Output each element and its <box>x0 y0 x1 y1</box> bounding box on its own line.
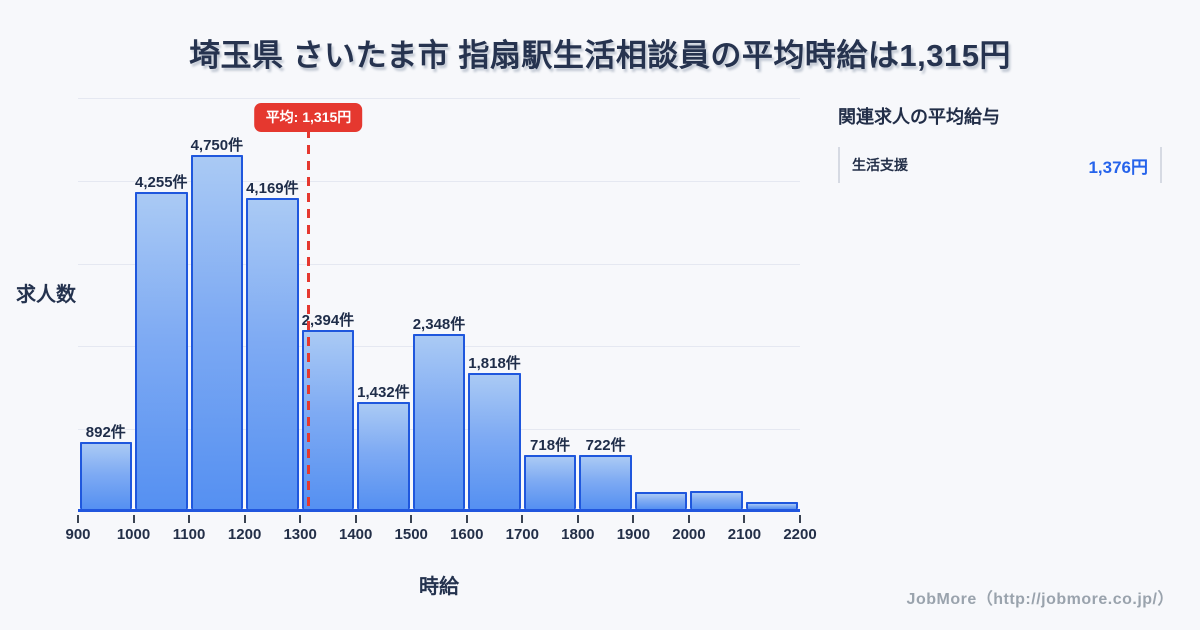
x-axis-tick <box>410 515 413 523</box>
histogram-bar <box>745 502 799 509</box>
grid-line <box>78 263 800 265</box>
x-axis-tick <box>743 515 746 523</box>
bar-value-label: 2,348件 <box>412 315 466 333</box>
x-axis-tick <box>299 515 302 523</box>
x-axis-tick-label: 2100 <box>727 526 762 543</box>
average-badge: 平均: 1,315円 <box>254 103 363 132</box>
bar-value-label: 1,432件 <box>357 384 410 402</box>
related-job-row: 生活支援 1,376円 <box>838 147 1162 183</box>
x-axis-tick-label: 1900 <box>616 526 651 543</box>
bar-value-label: 2,394件 <box>301 312 355 330</box>
x-axis-tick-label: 900 <box>65 526 91 543</box>
related-jobs-panel-title: 関連求人の平均給与 <box>838 107 1000 127</box>
bar-value-label: 722件 <box>585 437 626 455</box>
x-axis-label: 時給 <box>419 576 459 598</box>
related-job-label: 生活支援 <box>852 157 908 173</box>
x-axis-tick <box>188 515 191 523</box>
x-axis-tick-label: 1000 <box>116 526 151 543</box>
x-axis-tick <box>465 515 468 523</box>
x-axis-tick-label: 1400 <box>339 526 373 543</box>
x-axis-tick-label: 1100 <box>172 526 206 543</box>
bar-value-label: 892件 <box>85 424 126 442</box>
histogram-bar <box>190 154 244 509</box>
bar-value-label: 4,750件 <box>190 136 244 154</box>
x-axis-tick-label: 2000 <box>672 526 706 543</box>
x-axis-tick-label: 1300 <box>283 526 317 543</box>
x-axis-tick <box>687 515 690 523</box>
bar-value-label: 718件 <box>530 437 571 455</box>
average-line <box>306 129 310 512</box>
grid-line <box>78 180 800 182</box>
histogram-bar <box>690 491 743 509</box>
histogram-bar <box>357 402 410 509</box>
bar-value-label: 4,169件 <box>246 180 299 197</box>
bar-value-label: 4,255件 <box>135 173 188 191</box>
histogram-bar <box>412 333 466 509</box>
x-axis-tick-label: 1600 <box>450 526 484 543</box>
grid-line <box>78 98 800 99</box>
x-axis-tick-label: 2200 <box>783 526 817 543</box>
histogram-bar <box>246 198 299 509</box>
bar-value-label: 1,818件 <box>468 355 521 373</box>
related-jobs-panel: 関連求人の平均給与 生活支援 1,376円 <box>838 103 1162 183</box>
related-job-value: 1,376円 <box>1088 157 1148 177</box>
wage-histogram: 892件 4,255件 4,750件 4,169件 2,394件 1,432件 2,348件… <box>65 98 817 543</box>
histogram-bar <box>468 373 521 509</box>
histogram-bar <box>79 442 133 509</box>
x-axis-tick <box>632 515 635 523</box>
histogram-bar <box>634 491 688 509</box>
x-axis-tick <box>799 515 801 523</box>
histogram-bar <box>301 330 355 509</box>
x-axis-tick-label: 1800 <box>561 526 595 543</box>
x-axis-tick-label: 1200 <box>227 526 262 543</box>
page-title: 埼玉県 さいたま市 指扇駅生活相談員の平均時給は1,315円 <box>189 38 1011 73</box>
x-axis-tick-label: 1700 <box>505 526 539 543</box>
x-axis-tick-label: 1500 <box>394 526 428 543</box>
x-axis-tick <box>576 515 579 523</box>
x-axis-tick <box>132 515 135 523</box>
histogram-bar <box>523 455 577 509</box>
histogram-bar <box>135 191 188 509</box>
x-axis-tick <box>354 515 357 523</box>
histogram-bar <box>579 455 632 509</box>
x-axis-tick <box>77 515 79 523</box>
y-axis-label: 求人数 <box>16 284 76 306</box>
footer-credit: JobMore（http://jobmore.co.jp/） <box>906 591 1174 608</box>
x-axis-tick <box>521 515 524 523</box>
x-axis-tick <box>243 515 246 523</box>
